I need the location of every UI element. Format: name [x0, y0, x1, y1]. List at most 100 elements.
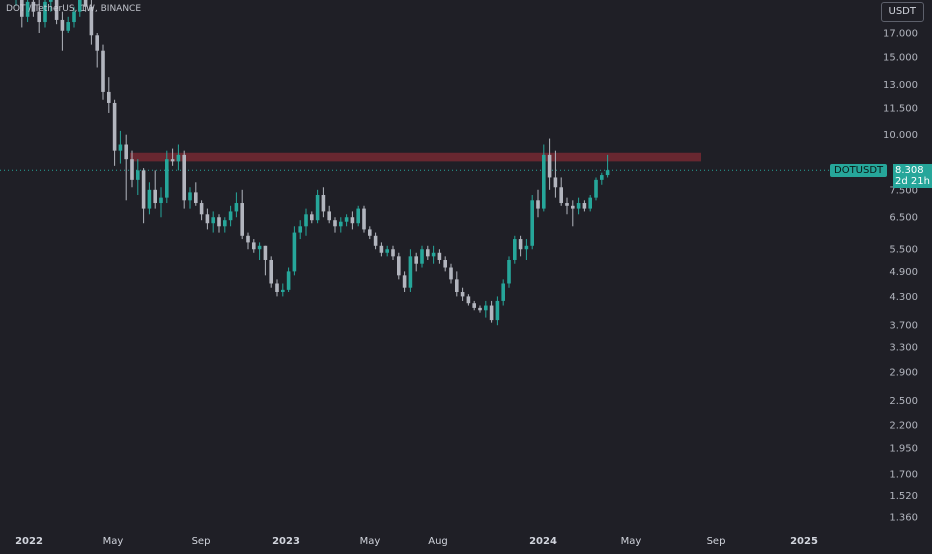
candle-body: [449, 267, 453, 280]
candle-body: [170, 159, 175, 162]
candle-body: [78, 0, 82, 12]
candle-body: [275, 283, 279, 293]
candle-body: [466, 296, 471, 304]
candle-body: [582, 203, 587, 209]
candle-body: [89, 6, 94, 36]
candle-body: [194, 192, 198, 204]
candle-body: [211, 217, 215, 224]
last-price-value: 8.308: [895, 165, 924, 176]
candle-body: [25, 1, 30, 17]
candle-body: [72, 11, 76, 23]
currency-button[interactable]: USDT: [880, 2, 924, 22]
candle-body: [141, 170, 146, 209]
time-tick-label: 2025: [790, 536, 818, 547]
candle-body: [298, 226, 302, 233]
candle-body: [576, 203, 581, 209]
candle-body: [118, 144, 123, 151]
time-tick-label: May: [360, 536, 381, 547]
price-axis[interactable]: 17.000 15.000 13.000 11.500 10.000 7.500 6.500…: [883, 29, 918, 524]
candle-body: [437, 252, 442, 260]
time-tick-label: Sep: [192, 536, 211, 547]
candle-body: [199, 203, 204, 215]
candle-body: [362, 208, 366, 230]
candle-body: [147, 189, 152, 209]
candle-body: [594, 179, 598, 198]
candle-body: [472, 303, 476, 308]
candle-body: [600, 175, 604, 180]
candle-body: [315, 194, 320, 221]
candle-body: [501, 283, 505, 301]
candle-body: [530, 200, 534, 246]
candle-body: [565, 203, 569, 206]
symbol-label: DOT / TetherUS, 1W, BINANCE: [6, 4, 142, 14]
price-tick-label: 2.200: [889, 420, 918, 431]
candle-body: [31, 1, 36, 12]
price-tick-label: 2.500: [889, 396, 918, 407]
candle-body: [420, 249, 424, 264]
candle-body: [391, 249, 395, 257]
time-tick-label: May: [621, 536, 642, 547]
candle-body: [188, 192, 192, 201]
price-tick-label: 1.520: [889, 491, 918, 502]
candle-body: [518, 239, 523, 250]
candle-body: [107, 91, 111, 103]
candle-body: [431, 252, 436, 257]
candle-body: [414, 256, 418, 264]
price-tick-label: 13.000: [883, 80, 918, 91]
candle-body: [20, 0, 24, 17]
candle-body: [176, 154, 181, 162]
time-axis[interactable]: 2022 May Sep 2023 May Aug 2024 May Sep 2025: [15, 536, 818, 547]
candle-body: [240, 203, 244, 236]
price-tick-label: 5.500: [889, 245, 918, 256]
candle-body: [426, 249, 430, 257]
candle-body: [553, 177, 558, 188]
candle-body: [368, 229, 372, 236]
price-tick-label: 4.300: [889, 292, 918, 303]
candle-body: [536, 200, 540, 209]
time-tick-label: 2022: [15, 536, 43, 547]
candle-body: [484, 305, 488, 311]
candle-body: [373, 235, 378, 246]
time-tick-label: 2023: [272, 536, 300, 547]
candle-body: [443, 259, 447, 268]
candle-body: [43, 1, 47, 23]
candle-body: [478, 307, 482, 311]
resistance-zone: [130, 152, 701, 162]
last-price-box: 8.308 2d 21h: [893, 164, 932, 188]
candle-body: [310, 214, 314, 221]
candle-body: [66, 22, 70, 31]
candle-body: [339, 221, 343, 227]
candle-body: [547, 154, 552, 178]
candle-body: [136, 170, 140, 180]
candle-body: [223, 220, 227, 227]
candle-body: [257, 245, 262, 250]
candle-body: [49, 0, 53, 2]
candle-body: [559, 187, 563, 204]
candle-body: [350, 217, 355, 224]
price-tick-label: 3.300: [889, 343, 918, 354]
candle-body: [292, 232, 297, 272]
candle-body: [182, 154, 186, 201]
candle-body: [489, 305, 494, 321]
price-tick-label: 1.360: [889, 513, 918, 524]
candles-layer: [15, 0, 610, 326]
price-tick-label: 15.000: [883, 52, 918, 63]
candle-body: [281, 289, 285, 293]
price-tick-label: 1.950: [889, 443, 918, 454]
candle-body: [524, 245, 529, 250]
candle-body: [112, 102, 117, 151]
candle-body: [542, 154, 546, 209]
candle-body: [385, 249, 389, 253]
candle-body: [571, 205, 575, 209]
candle-body: [95, 35, 99, 51]
candle-body: [333, 220, 337, 227]
candle-body: [101, 50, 105, 92]
candle-body: [286, 271, 291, 290]
candle-body: [269, 259, 273, 284]
candle-body: [124, 144, 128, 160]
candle-body: [408, 256, 413, 288]
candle-body: [263, 245, 268, 260]
candle-body: [397, 256, 401, 276]
